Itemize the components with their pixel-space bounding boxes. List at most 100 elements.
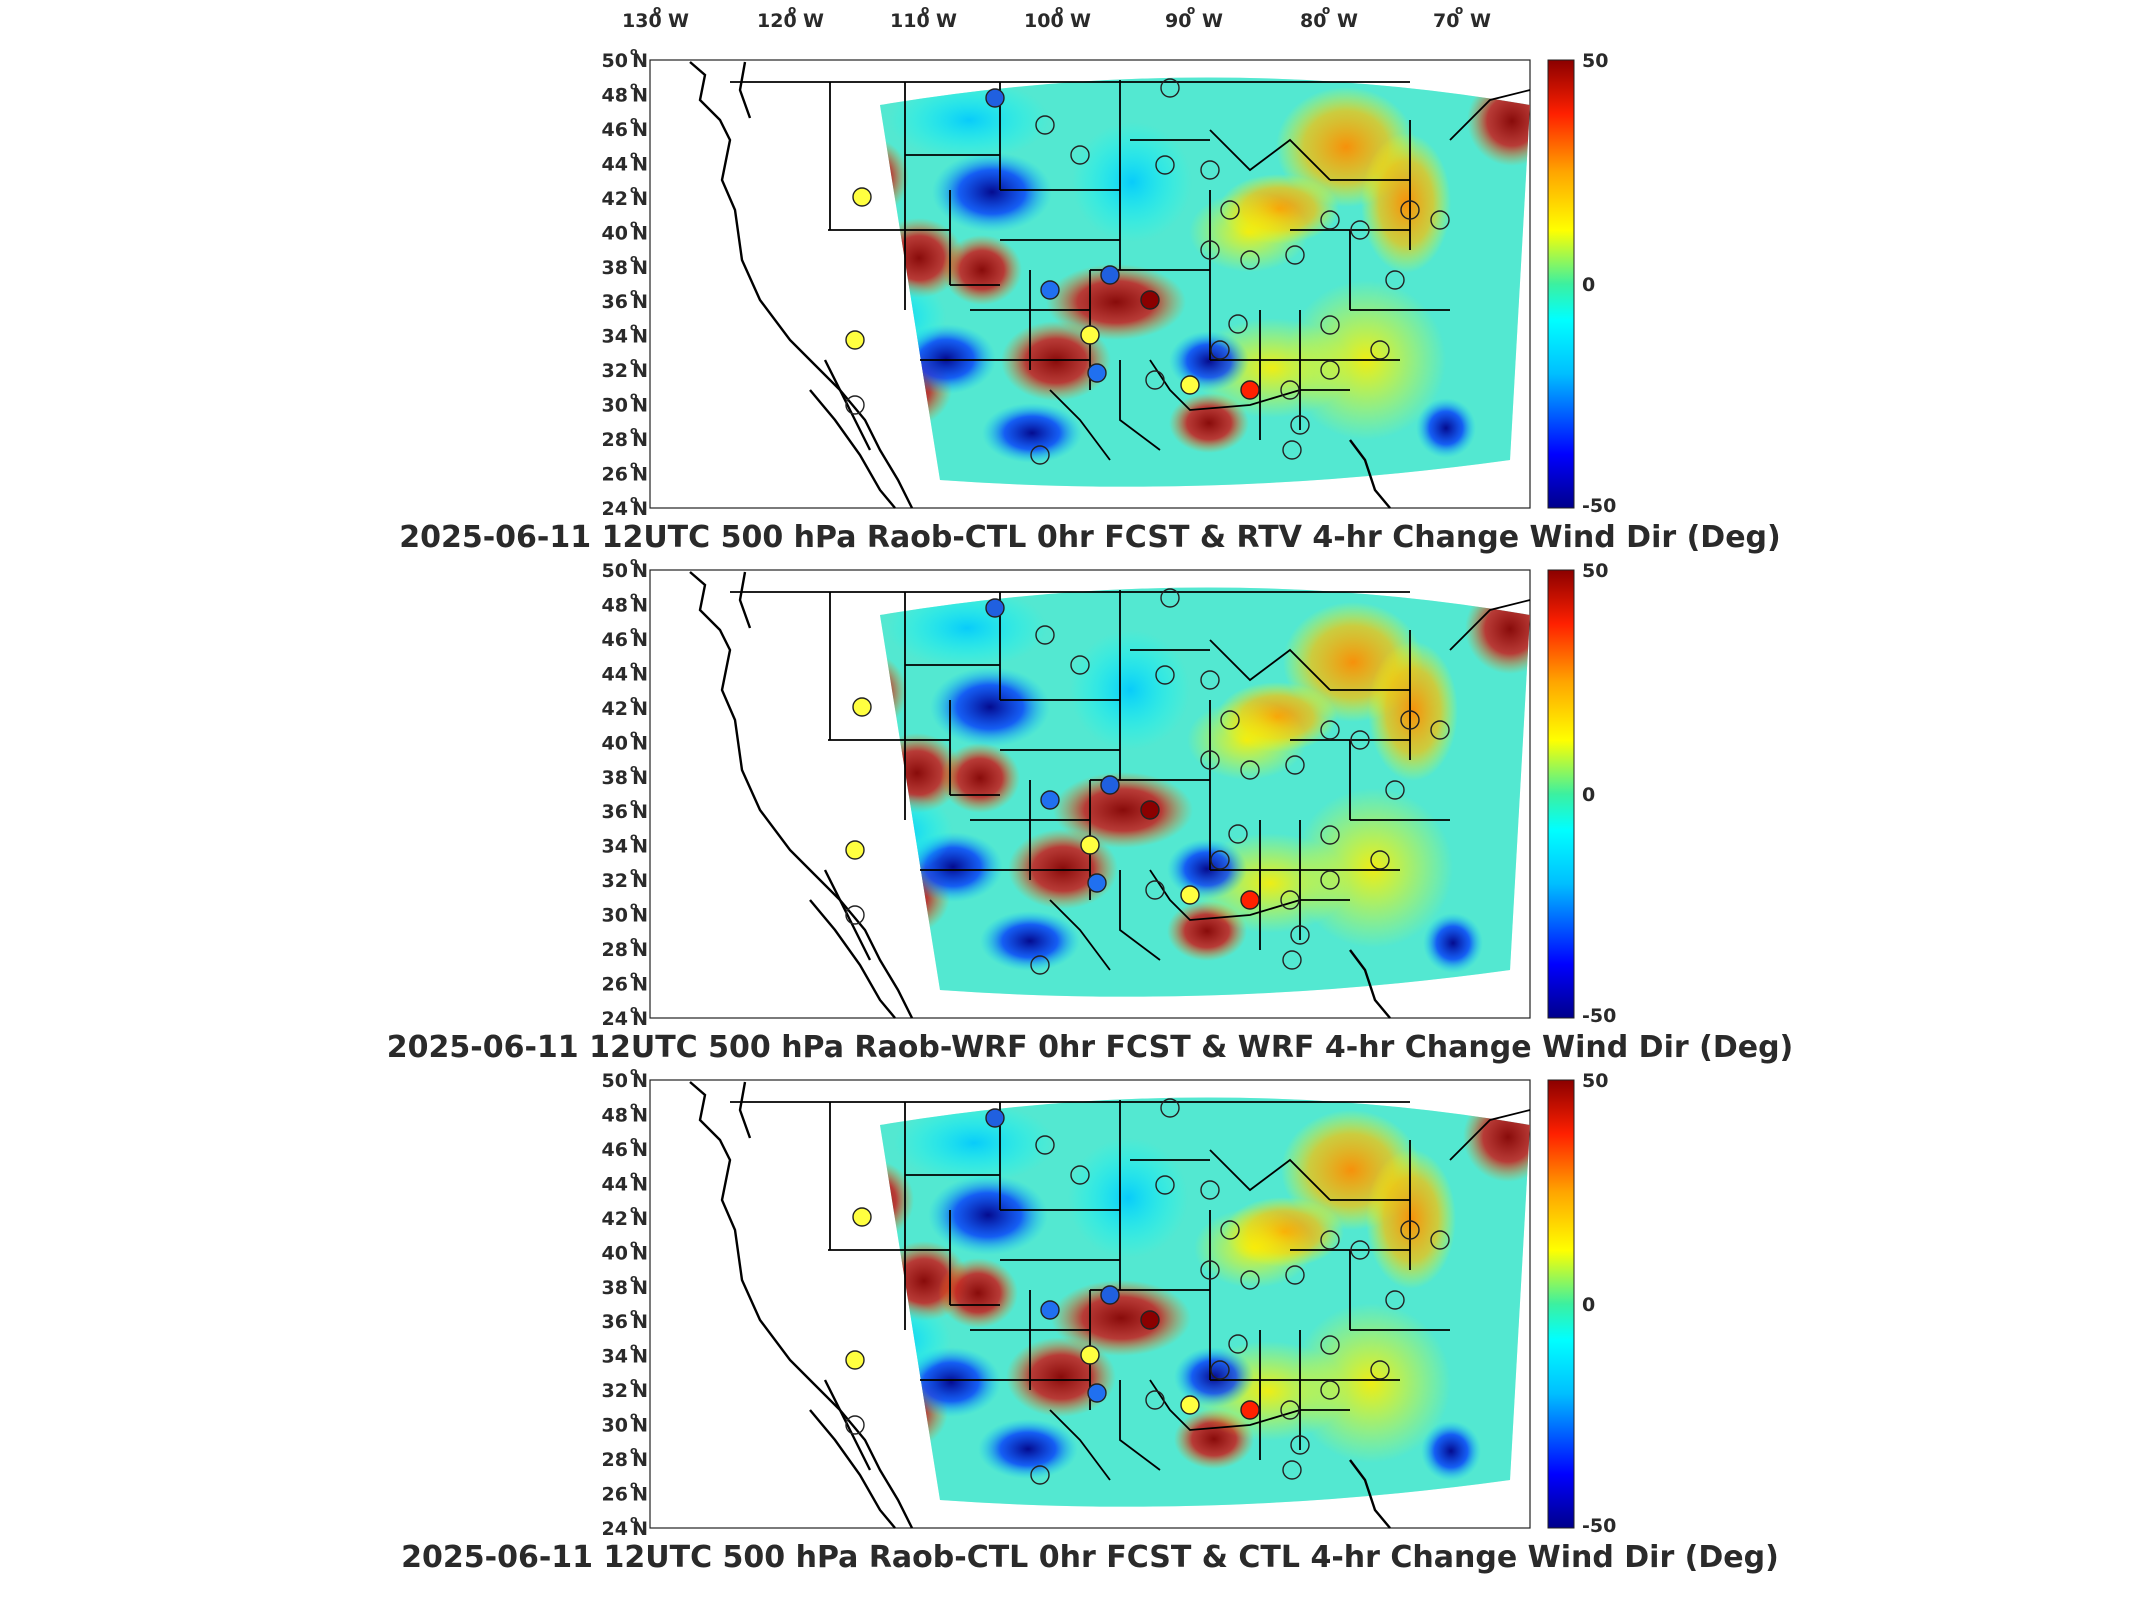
state-line	[1449, 89, 1531, 141]
lat-dir: N	[632, 629, 648, 651]
lat-dir: N	[632, 767, 648, 789]
lat-dir: N	[632, 1139, 648, 1161]
lat-dir: N	[632, 1173, 648, 1195]
colorbar-label: -50	[1582, 1005, 1616, 1027]
station-marker	[1320, 1230, 1340, 1250]
station-marker	[1320, 1380, 1340, 1400]
station-marker	[1282, 950, 1302, 970]
state-line	[1449, 599, 1531, 651]
station-marker	[1320, 1335, 1340, 1355]
station-marker	[1320, 360, 1340, 380]
field-blob	[1070, 630, 1190, 750]
lon-dir: W	[1470, 10, 1491, 32]
station-marker	[852, 187, 872, 207]
coastline	[738, 1081, 752, 1139]
lat-label: 30	[602, 905, 628, 927]
lat-label: 48	[602, 1104, 628, 1126]
degree-symbol: o	[630, 1272, 638, 1285]
lat-label: 38	[602, 257, 628, 279]
degree-symbol: o	[630, 114, 638, 127]
degree-symbol: o	[630, 831, 638, 844]
station-marker	[1285, 755, 1305, 775]
lon-deg: 130	[622, 10, 662, 32]
lat-label: 50	[602, 1070, 628, 1092]
lat-dir: N	[632, 663, 648, 685]
lat-label: 26	[602, 974, 628, 996]
station-marker	[1280, 890, 1300, 910]
station-marker	[1290, 925, 1310, 945]
lon-deg: 100	[1024, 10, 1064, 32]
station-marker	[1100, 775, 1120, 795]
degree-symbol: o	[630, 969, 638, 982]
lat-label: 48	[602, 84, 628, 106]
field-blob	[1416, 398, 1476, 458]
lat-label: 24	[602, 1518, 628, 1540]
lat-dir: N	[632, 326, 648, 348]
state-line	[1149, 869, 1350, 921]
colorbar-label: 50	[1582, 50, 1608, 72]
lat-label: 42	[602, 1208, 628, 1230]
degree-symbol: o	[630, 1410, 638, 1423]
lat-dir: N	[632, 1208, 648, 1230]
degree-symbol: o	[630, 1375, 638, 1388]
state-line	[1149, 1379, 1350, 1431]
station-marker	[1070, 145, 1090, 165]
field-blob	[1366, 1149, 1456, 1289]
degree-symbol: o	[630, 555, 638, 568]
station-marker	[1370, 340, 1390, 360]
state-line	[1119, 1380, 1161, 1471]
lon-dir: W	[668, 10, 689, 32]
field-blob	[982, 403, 1082, 463]
field-blob	[1046, 264, 1186, 340]
station-marker	[1145, 370, 1165, 390]
station-marker	[1385, 780, 1405, 800]
lat-label: 40	[602, 1242, 628, 1264]
station-marker	[1430, 720, 1450, 740]
degree-symbol: o	[630, 1203, 638, 1216]
degree-symbol: o	[630, 183, 638, 196]
lat-label: 30	[602, 395, 628, 417]
station-marker	[1228, 824, 1248, 844]
station-marker	[1282, 440, 1302, 460]
station-marker	[1200, 750, 1220, 770]
station-marker	[1240, 1400, 1260, 1420]
degree-symbol: o	[630, 624, 638, 637]
station-marker	[1040, 280, 1060, 300]
degree-symbol: o	[630, 1065, 638, 1078]
station-marker	[1350, 220, 1370, 240]
station-marker	[985, 88, 1005, 108]
degree-symbol: o	[788, 3, 796, 17]
lon-label-90w: 90 o W	[1165, 3, 1223, 32]
degree-symbol: o	[630, 286, 638, 299]
station-marker	[1100, 265, 1120, 285]
degree-symbol: o	[630, 865, 638, 878]
lon-deg: 70	[1433, 10, 1459, 32]
station-marker	[1070, 655, 1090, 675]
lat-label: 46	[602, 1139, 628, 1161]
lat-label: 46	[602, 119, 628, 141]
lat-dir: N	[632, 1311, 648, 1333]
coastline	[1349, 1459, 1391, 1529]
station-marker	[1087, 363, 1107, 383]
lat-dir: N	[632, 560, 648, 582]
station-marker	[1080, 1345, 1100, 1365]
station-marker	[1240, 760, 1260, 780]
lat-label: 28	[602, 429, 628, 451]
lat-dir: N	[632, 291, 648, 313]
station-marker	[1140, 800, 1160, 820]
degree-symbol: o	[1455, 3, 1463, 17]
degree-symbol: o	[630, 79, 638, 92]
lat-label: 42	[602, 698, 628, 720]
coastline	[809, 1409, 896, 1529]
lat-label: 26	[602, 1484, 628, 1506]
station-marker	[845, 840, 865, 860]
station-marker	[1160, 78, 1180, 98]
station-marker	[1030, 955, 1050, 975]
station-marker	[1290, 415, 1310, 435]
lon-dir: W	[1202, 10, 1223, 32]
field-blob	[1051, 1280, 1191, 1356]
lat-dir: N	[632, 1484, 648, 1506]
state-line	[1449, 1109, 1531, 1161]
